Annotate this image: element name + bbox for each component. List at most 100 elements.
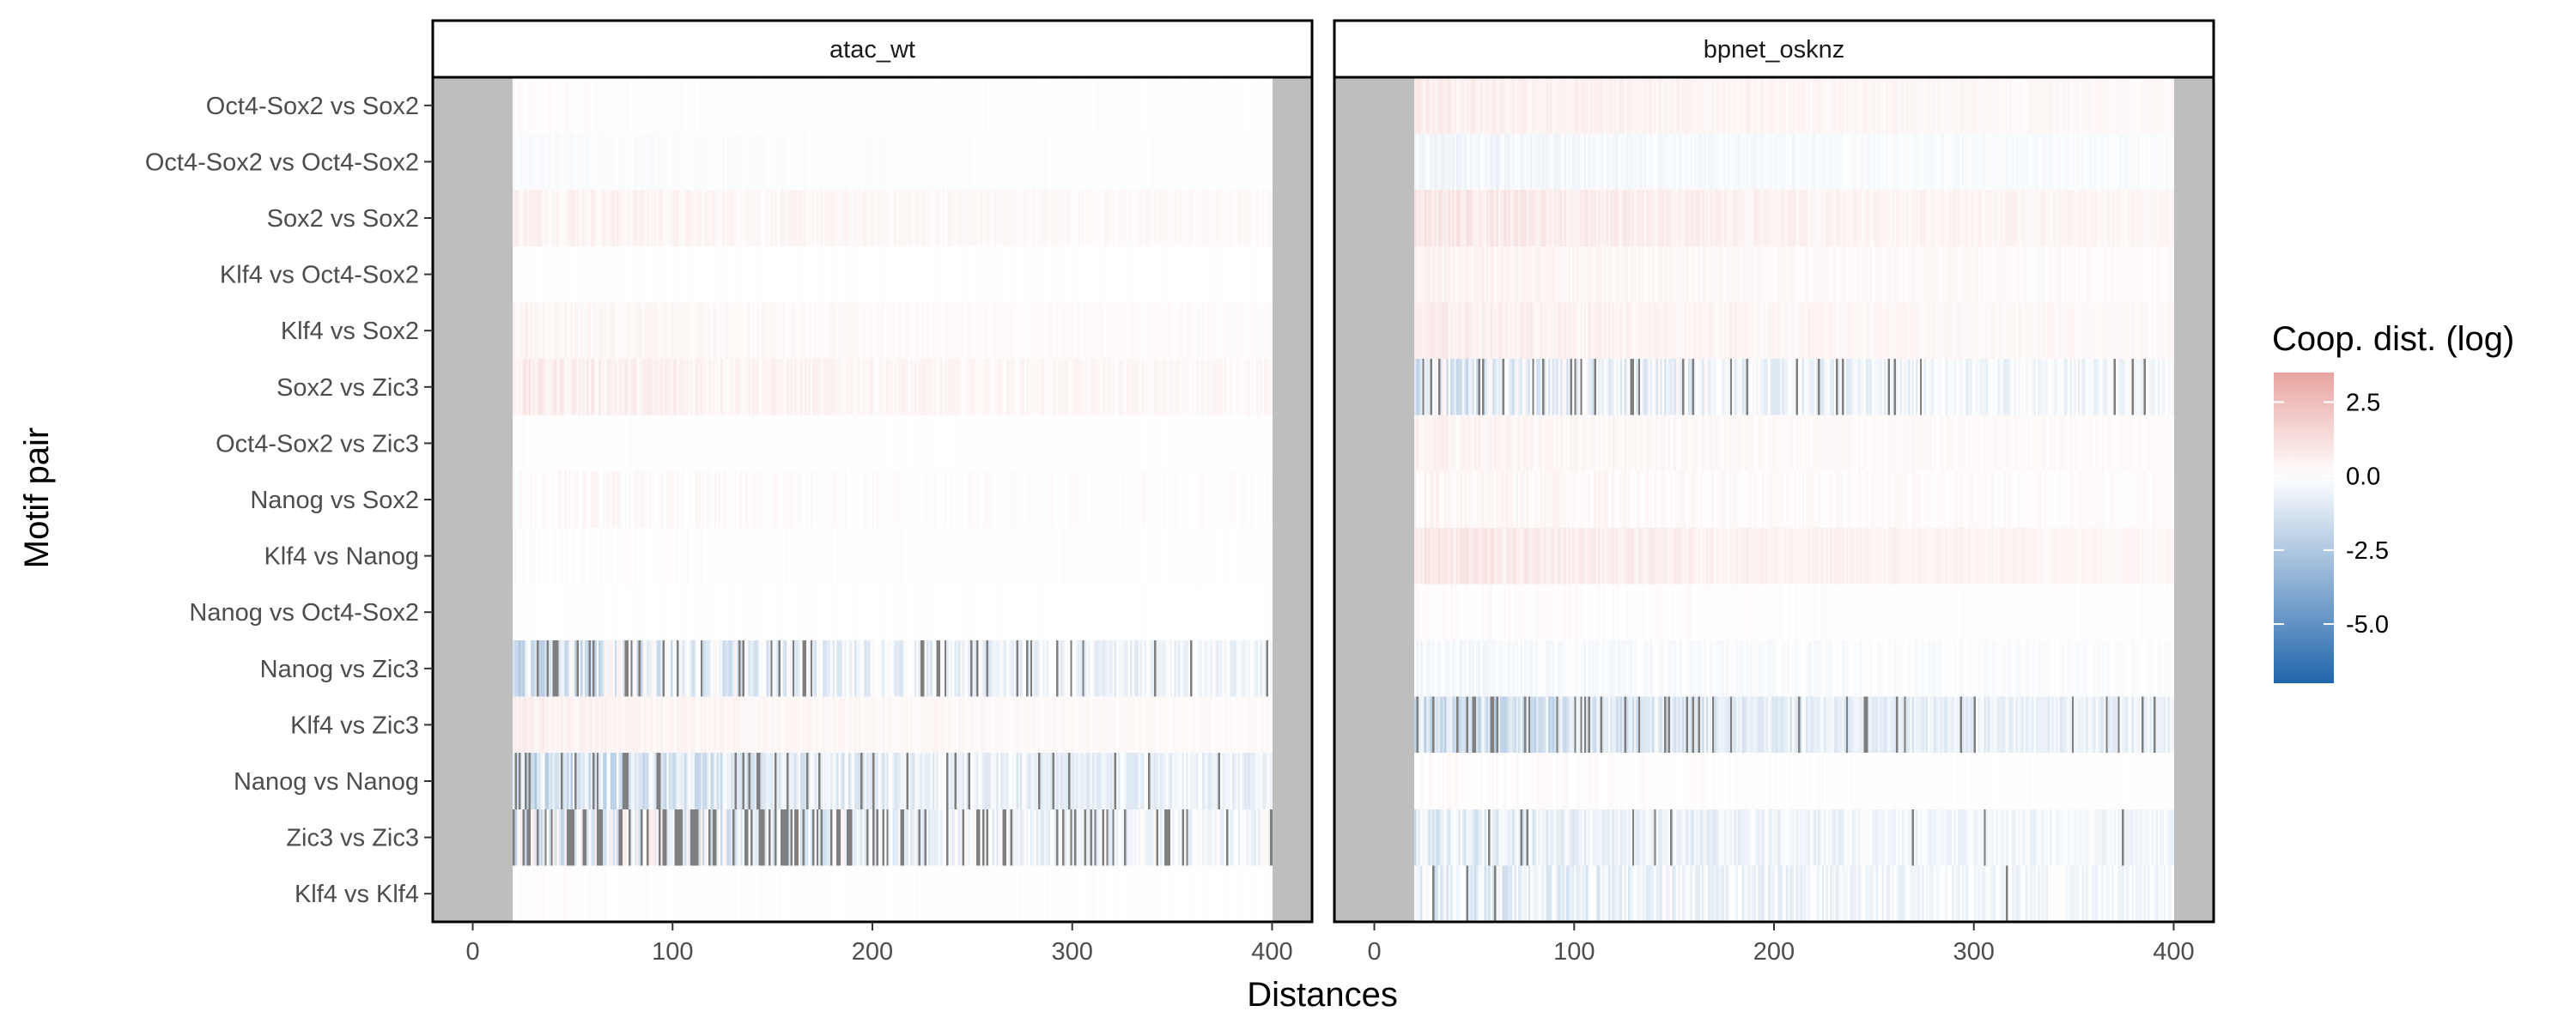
heatmap-cell (686, 471, 690, 528)
heatmap-cell (608, 190, 611, 246)
heatmap-cell (816, 359, 819, 415)
heatmap-cell (886, 471, 890, 528)
heatmap-cell (638, 584, 641, 640)
heatmap-cell (824, 133, 828, 191)
heatmap-cell (562, 696, 566, 754)
heatmap-cell (854, 245, 857, 303)
heatmap-cell (1126, 245, 1129, 303)
heatmap-cell (1084, 640, 1087, 697)
heatmap-cell (944, 584, 947, 640)
heatmap-cell (748, 527, 751, 585)
heatmap-cell (993, 77, 997, 134)
heatmap-cell (882, 245, 885, 303)
heatmap-cell (868, 640, 872, 697)
heatmap-cell (762, 133, 765, 191)
heatmap-cell (580, 359, 584, 415)
heatmap-cell (543, 359, 545, 415)
heatmap-cell (980, 245, 983, 303)
heatmap-cell (1056, 640, 1060, 697)
heatmap-cell (972, 527, 975, 585)
heatmap-cell (708, 415, 712, 472)
heatmap-cell (976, 245, 979, 303)
heatmap-cell (732, 527, 736, 585)
heatmap-cell (814, 302, 817, 359)
heatmap-cell (816, 640, 819, 697)
heatmap-cell (1270, 133, 1273, 191)
heatmap-cell (1028, 415, 1031, 472)
heatmap-cell (952, 302, 956, 359)
heatmap-cell (834, 640, 837, 697)
heatmap-cell (908, 584, 911, 640)
heatmap-cell (962, 415, 965, 472)
heatmap-cell (858, 584, 861, 640)
heatmap-cell (1096, 133, 1099, 191)
heatmap-cell (784, 302, 787, 359)
heatmap-cell (880, 359, 884, 415)
heatmap-cell (932, 245, 935, 303)
heatmap-cell (854, 584, 857, 640)
heatmap-cell (1010, 640, 1013, 697)
heatmap-cell (1060, 415, 1063, 472)
heatmap-cell (832, 584, 835, 640)
heatmap-cell (1212, 640, 1215, 697)
heatmap-cell (611, 696, 614, 754)
heatmap-cell (546, 190, 550, 246)
heatmap-cell (526, 584, 530, 640)
heatmap-cell (1121, 415, 1125, 472)
heatmap-cell (914, 527, 917, 585)
heatmap-cell (1172, 584, 1176, 640)
heatmap-cell (696, 415, 700, 472)
heatmap-cell (1130, 245, 1133, 303)
heatmap-cell (950, 245, 953, 303)
heatmap-cell (964, 302, 967, 359)
heatmap-cell (1005, 190, 1009, 246)
heatmap-cell (802, 471, 805, 528)
heatmap-cell (876, 415, 879, 472)
heatmap-cell (736, 359, 739, 415)
heatmap-cell (854, 471, 857, 528)
heatmap-cell (564, 359, 568, 415)
heatmap-cell (954, 133, 957, 191)
heatmap-cell (718, 190, 721, 246)
heatmap-cell (1206, 77, 1209, 134)
heatmap-cell (1052, 245, 1055, 303)
heatmap-cell (1206, 302, 1209, 359)
heatmap-cell (1178, 527, 1181, 585)
heatmap-cell (902, 640, 905, 697)
heatmap-cell (584, 190, 587, 246)
heatmap-cell (1261, 359, 1265, 415)
heatmap-cell (858, 77, 861, 134)
heatmap-cell (552, 245, 556, 303)
heatmap-cell (1042, 584, 1045, 640)
heatmap-cell (928, 302, 932, 359)
heatmap-cell (598, 471, 602, 528)
heatmap-cell (1212, 190, 1215, 246)
heatmap-cell (844, 77, 848, 134)
heatmap-cell (920, 584, 923, 640)
heatmap-cell (1066, 584, 1069, 640)
heatmap-cell (926, 302, 929, 359)
heatmap-cell (834, 302, 837, 359)
heatmap-cell (1267, 77, 1271, 134)
heatmap-cell (1114, 77, 1117, 134)
heatmap-cell (519, 527, 521, 585)
heatmap-cell (1056, 359, 1060, 415)
heatmap-cell (1092, 359, 1095, 415)
heatmap-cell (1046, 640, 1049, 697)
heatmap-cell (982, 415, 985, 472)
heatmap-cell (513, 415, 516, 472)
heatmap-cell (1180, 77, 1183, 134)
heatmap-cell (778, 133, 781, 191)
heatmap-cell (886, 640, 890, 697)
heatmap-cell (670, 640, 673, 697)
heatmap-cell (924, 359, 927, 415)
heatmap-cell (882, 359, 885, 415)
heatmap-cell (678, 471, 682, 528)
heatmap-cell (1178, 245, 1181, 303)
heatmap-cell (1036, 415, 1039, 472)
heatmap-cell (890, 302, 893, 359)
heatmap-cell (624, 359, 628, 415)
heatmap-cell (1064, 415, 1067, 472)
heatmap-cell (1240, 471, 1243, 528)
heatmap-cell (987, 190, 991, 246)
